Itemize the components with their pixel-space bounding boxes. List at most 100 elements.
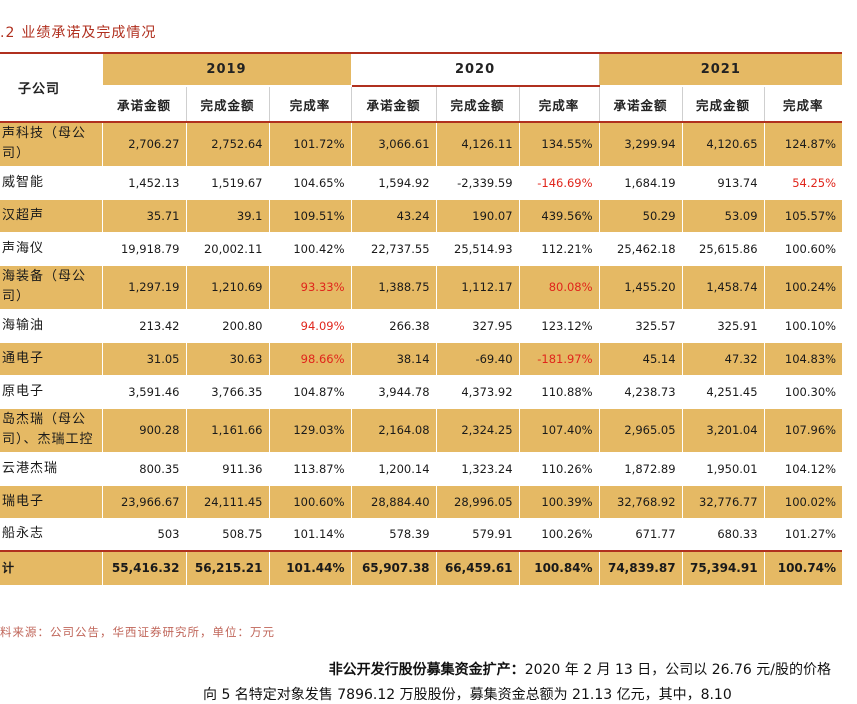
actual-amount-cell: 1,112.17 bbox=[436, 265, 520, 310]
commit-amount-cell: 1,684.19 bbox=[599, 166, 683, 200]
commit-amount-cell: 1,297.19 bbox=[102, 265, 187, 310]
paragraph-line-2: 向 5 名特定对象发售 7896.12 万股股份，募集资金总额为 21.13 亿… bbox=[203, 687, 732, 703]
commit-amount-cell: 1,452.13 bbox=[102, 166, 187, 200]
metric-header-commit: 承诺金额 bbox=[599, 86, 683, 123]
actual-amount-cell: 680.33 bbox=[682, 518, 765, 552]
commit-amount-cell: 22,737.55 bbox=[351, 232, 437, 266]
actual-amount-cell: 56,215.21 bbox=[186, 550, 270, 586]
table-caption: .2 业绩承诺及完成情况 bbox=[0, 22, 156, 44]
completion-rate-cell: 123.12% bbox=[519, 309, 600, 343]
completion-rate-cell: 54.25% bbox=[764, 166, 843, 200]
table-row: 云港杰瑞 800.35 911.36 113.87% 1,200.14 1,323.24 1… bbox=[0, 452, 843, 486]
metric-header-actual: 完成金额 bbox=[436, 86, 520, 123]
metric-header-actual: 完成金额 bbox=[186, 86, 270, 123]
table-row: 船永志 503 508.75 101.14% 578.39 579.91 100.26% 67… bbox=[0, 518, 843, 552]
completion-rate-cell: 100.30% bbox=[764, 375, 843, 409]
completion-rate-cell: 100.84% bbox=[519, 550, 600, 586]
table-row: 瑞电子 23,966.67 24,111.45 100.60% 28,884.40 28,… bbox=[0, 485, 843, 519]
actual-amount-cell: 579.91 bbox=[436, 518, 520, 552]
commit-amount-cell: 2,706.27 bbox=[102, 122, 187, 167]
completion-rate-cell: -146.69% bbox=[519, 166, 600, 200]
table-row: 声科技（母公司） 2,706.27 2,752.64 101.72% 3,066.61 4… bbox=[0, 122, 843, 167]
table-row: 汉超声 35.71 39.1 109.51% 43.24 190.07 439.56% 50.… bbox=[0, 199, 843, 233]
commit-amount-cell: 50.29 bbox=[599, 199, 683, 233]
actual-amount-cell: 2,752.64 bbox=[186, 122, 270, 167]
commit-amount-cell: 3,066.61 bbox=[351, 122, 437, 167]
actual-amount-cell: -2,339.59 bbox=[436, 166, 520, 200]
commit-amount-cell: 503 bbox=[102, 518, 187, 552]
total-row: 计 55,416.32 56,215.21 101.44% 65,907.38 66,45… bbox=[0, 550, 843, 586]
commit-amount-cell: 325.57 bbox=[599, 309, 683, 343]
commit-amount-cell: 1,455.20 bbox=[599, 265, 683, 310]
table-row: 岛杰瑞（母公司）、杰瑞工控 900.28 1,161.66 129.03% 2,164.… bbox=[0, 408, 843, 453]
completion-rate-cell: 104.87% bbox=[269, 375, 352, 409]
commit-amount-cell: 74,839.87 bbox=[599, 550, 683, 586]
commit-amount-cell: 578.39 bbox=[351, 518, 437, 552]
commit-amount-cell: 1,872.89 bbox=[599, 452, 683, 486]
subsidiary-name: 云港杰瑞 bbox=[0, 452, 103, 486]
completion-rate-cell: 105.57% bbox=[764, 199, 843, 233]
actual-amount-cell: 327.95 bbox=[436, 309, 520, 343]
subsidiary-name: 声海仪 bbox=[0, 232, 103, 266]
completion-rate-cell: 439.56% bbox=[519, 199, 600, 233]
actual-amount-cell: 1,519.67 bbox=[186, 166, 270, 200]
metric-header-rate: 完成率 bbox=[269, 86, 352, 123]
completion-rate-cell: 100.26% bbox=[519, 518, 600, 552]
subsidiary-name: 海装备（母公司） bbox=[0, 265, 103, 310]
actual-amount-cell: 3,766.35 bbox=[186, 375, 270, 409]
completion-rate-cell: 104.83% bbox=[764, 342, 843, 376]
actual-amount-cell: 4,126.11 bbox=[436, 122, 520, 167]
completion-rate-cell: 80.08% bbox=[519, 265, 600, 310]
commit-amount-cell: 23,966.67 bbox=[102, 485, 187, 519]
actual-amount-cell: 32,776.77 bbox=[682, 485, 765, 519]
completion-rate-cell: 93.33% bbox=[269, 265, 352, 310]
completion-rate-cell: 100.74% bbox=[764, 550, 843, 586]
actual-amount-cell: 1,161.66 bbox=[186, 408, 270, 453]
commit-amount-cell: 65,907.38 bbox=[351, 550, 437, 586]
commit-amount-cell: 3,591.46 bbox=[102, 375, 187, 409]
actual-amount-cell: 53.09 bbox=[682, 199, 765, 233]
completion-rate-cell: 100.24% bbox=[764, 265, 843, 310]
completion-rate-cell: 104.12% bbox=[764, 452, 843, 486]
caption-rule bbox=[0, 52, 842, 54]
completion-rate-cell: 112.21% bbox=[519, 232, 600, 266]
actual-amount-cell: 25,615.86 bbox=[682, 232, 765, 266]
completion-rate-cell: 100.10% bbox=[764, 309, 843, 343]
table-row: 海装备（母公司） 1,297.19 1,210.69 93.33% 1,388.75 1,… bbox=[0, 265, 843, 310]
completion-rate-cell: 101.14% bbox=[269, 518, 352, 552]
commit-amount-cell: 1,200.14 bbox=[351, 452, 437, 486]
subsidiary-name: 汉超声 bbox=[0, 199, 103, 233]
completion-rate-cell: 100.60% bbox=[764, 232, 843, 266]
actual-amount-cell: 3,201.04 bbox=[682, 408, 765, 453]
performance-commitment-table: 子公司 2019 2020 2021 承诺金额 完成金额 完成率 承诺金额 完成… bbox=[0, 54, 843, 586]
completion-rate-cell: 109.51% bbox=[269, 199, 352, 233]
table-row: 原电子 3,591.46 3,766.35 104.87% 3,944.78 4,373.… bbox=[0, 375, 843, 409]
subsidiary-name: 威智能 bbox=[0, 166, 103, 200]
commit-amount-cell: 800.35 bbox=[102, 452, 187, 486]
subsidiary-name: 通电子 bbox=[0, 342, 103, 376]
subsidiary-name: 原电子 bbox=[0, 375, 103, 409]
subsidiary-name: 计 bbox=[0, 550, 103, 586]
commit-amount-cell: 45.14 bbox=[599, 342, 683, 376]
actual-amount-cell: 75,394.91 bbox=[682, 550, 765, 586]
actual-amount-cell: 1,950.01 bbox=[682, 452, 765, 486]
commit-amount-cell: 3,944.78 bbox=[351, 375, 437, 409]
metric-header-rate: 完成率 bbox=[764, 86, 843, 123]
commit-amount-cell: 1,388.75 bbox=[351, 265, 437, 310]
commit-amount-cell: 35.71 bbox=[102, 199, 187, 233]
commit-amount-cell: 2,164.08 bbox=[351, 408, 437, 453]
actual-amount-cell: 4,120.65 bbox=[682, 122, 765, 167]
commit-amount-cell: 38.14 bbox=[351, 342, 437, 376]
completion-rate-cell: 101.72% bbox=[269, 122, 352, 167]
commit-amount-cell: 32,768.92 bbox=[599, 485, 683, 519]
actual-amount-cell: 25,514.93 bbox=[436, 232, 520, 266]
commit-amount-cell: 3,299.94 bbox=[599, 122, 683, 167]
table-number: .2 bbox=[0, 25, 16, 41]
commit-amount-cell: 4,238.73 bbox=[599, 375, 683, 409]
table-row: 海输油 213.42 200.80 94.09% 266.38 327.95 123.12%… bbox=[0, 309, 843, 343]
table-row: 通电子 31.05 30.63 98.66% 38.14 -69.40 -181.97% 45… bbox=[0, 342, 843, 376]
year-header-2020: 2020 bbox=[350, 54, 600, 87]
subsidiary-name: 海输油 bbox=[0, 309, 103, 343]
completion-rate-cell: 104.65% bbox=[269, 166, 352, 200]
table-body: 声科技（母公司） 2,706.27 2,752.64 101.72% 3,066.61 4… bbox=[0, 122, 843, 586]
